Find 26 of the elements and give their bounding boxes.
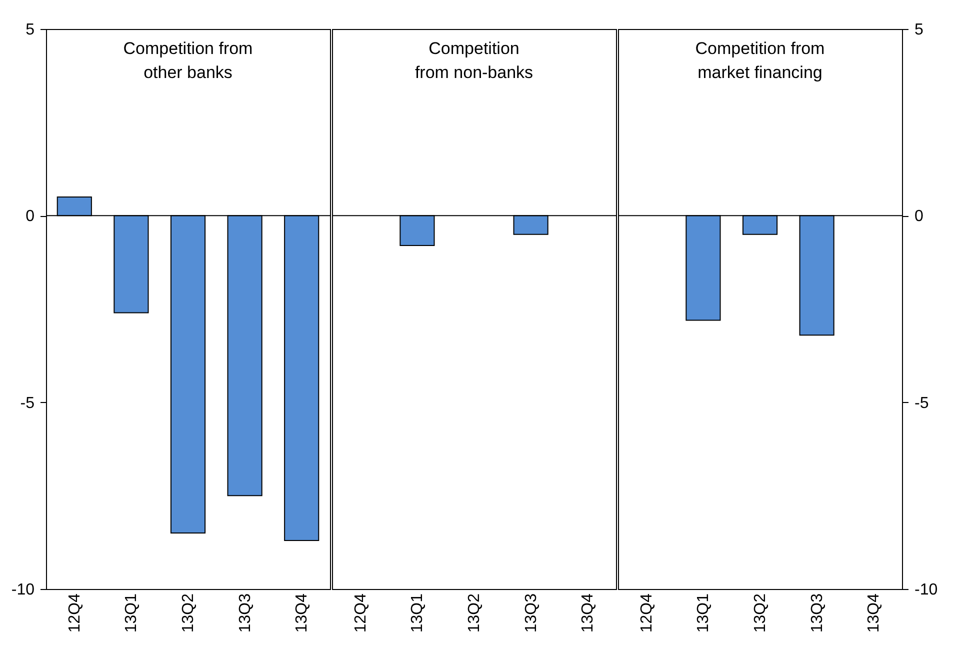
x-tick-label: 13Q1 [123, 593, 140, 633]
x-tick-label: 12Q4 [352, 593, 370, 633]
x-tick-label: 13Q2 [752, 593, 769, 633]
x-tick-label: 13Q1 [409, 593, 426, 633]
x-tick-label: 13Q4 [294, 593, 311, 633]
text: Competition from non-banks [414, 39, 534, 82]
x-tick-label: 12Q4 [66, 593, 84, 633]
x-tick-label: 13Q1 [695, 593, 712, 633]
x-tick-label: 13Q3 [808, 593, 826, 633]
y-tick-label: 0 [914, 208, 924, 226]
y-tick-label: 0 [26, 208, 35, 226]
x-tick-label: 13Q4 [580, 593, 597, 633]
y-tick-label: -5 [20, 394, 35, 412]
y-tick-label: -10 [914, 582, 938, 598]
x-tick-label: 13Q2 [466, 593, 483, 633]
x-tick-label: 13Q3 [522, 593, 540, 633]
text: Competition from market financing [695, 39, 825, 82]
y-tick-label: -5 [914, 394, 929, 412]
y-tick-label: 5 [26, 22, 35, 38]
y-tick-label: -10 [11, 582, 35, 598]
text: Competition from other banks [123, 39, 253, 82]
x-tick-label: 13Q4 [866, 593, 883, 633]
y-tick-label: 5 [914, 22, 924, 38]
x-tick-label: 13Q3 [236, 593, 254, 633]
x-tick-label: 12Q4 [638, 593, 656, 633]
x-tick-label: 13Q2 [180, 593, 197, 633]
